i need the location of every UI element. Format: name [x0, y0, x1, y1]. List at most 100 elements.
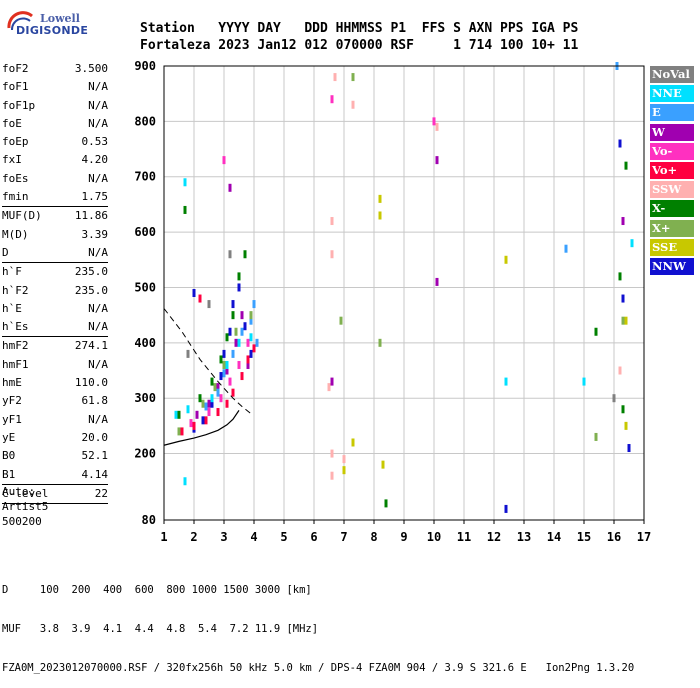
param-name: fxI: [2, 153, 22, 167]
y-tick-label: 300: [134, 391, 156, 405]
echo-point: [204, 402, 208, 411]
echo-point: [333, 73, 337, 82]
x-tick-label: 11: [457, 530, 471, 544]
echo-point: [243, 250, 247, 259]
echo-point: [435, 277, 439, 286]
legend-item: E: [650, 104, 694, 122]
param-value: 4.14: [81, 467, 109, 481]
param-row: foF2 3.500: [2, 60, 108, 78]
y-tick-label: 400: [134, 336, 156, 350]
x-tick-label: 12: [487, 530, 501, 544]
echo-point: [624, 421, 628, 430]
param-row: hmE 110.0: [2, 374, 108, 392]
y-tick-label: 900: [134, 59, 156, 73]
echo-point: [339, 316, 343, 325]
echo-point: [204, 416, 208, 425]
logo-product: DIGISONDE: [16, 24, 89, 37]
echo-point: [330, 449, 334, 458]
param-value: N/A: [88, 320, 108, 334]
param-name: foF1: [2, 80, 29, 94]
echo-point: [237, 338, 241, 347]
echo-point: [183, 205, 187, 214]
echo-point: [504, 504, 508, 513]
autoscaling-info: Auto: Artist5 500200: [2, 484, 48, 529]
echo-point: [225, 366, 229, 375]
echo-point: [180, 427, 184, 436]
echo-point: [207, 399, 211, 408]
legend-item: W: [650, 123, 694, 141]
echo-point: [240, 327, 244, 336]
echo-point: [249, 316, 253, 325]
param-value: N/A: [88, 357, 108, 371]
station-header: Station YYYY DAY DDD HHMMSS P1 FFS S AXN…: [140, 20, 578, 54]
legend-item: X-: [650, 200, 694, 218]
param-name: hmF2: [2, 339, 29, 353]
x-tick-label: 15: [577, 530, 591, 544]
chart-curves: [163, 308, 252, 446]
x-tick-label: 8: [370, 530, 377, 544]
echo-point: [219, 355, 223, 364]
param-row: hmF1 N/A: [2, 356, 108, 374]
ionogram-chart: 1 2 3 4 5 6 7 8 9 10 11 12 13 14 15 16 17 80200300400500…: [134, 59, 651, 544]
echo-point: [216, 408, 220, 417]
echo-point: [249, 311, 253, 320]
echo-point: [240, 311, 244, 320]
echo-point: [177, 410, 181, 419]
param-value: 110.0: [74, 376, 108, 390]
echo-point: [222, 156, 226, 165]
echo-point: [231, 311, 235, 320]
legend-item: NoVal: [650, 66, 694, 83]
echo-point: [618, 139, 622, 148]
legend-item: SSE: [650, 238, 694, 256]
echo-point: [234, 338, 238, 347]
echo-point: [351, 73, 355, 82]
x-tick-label: 3: [220, 530, 227, 544]
x-tick-label: 7: [340, 530, 347, 544]
profile-curve: [163, 410, 240, 446]
param-row: B1 4.14: [2, 466, 108, 485]
echo-point: [189, 419, 193, 428]
echo-point: [246, 338, 250, 347]
echo-point: [330, 250, 334, 259]
legend-item: NNW: [650, 257, 694, 275]
footer-file: FZA0M_2023012070000.RSF / 320fx256h 50 k…: [2, 662, 635, 674]
param-name: h`F2: [2, 283, 29, 297]
param-value: 0.53: [81, 135, 109, 149]
param-value: N/A: [88, 98, 108, 112]
echo-point: [192, 289, 196, 297]
echo-point: [504, 377, 508, 386]
param-name: fmin: [2, 190, 29, 204]
echo-point: [384, 499, 388, 508]
echo-point: [198, 394, 202, 403]
param-name: h`E: [2, 301, 22, 315]
echo-point: [627, 444, 631, 453]
echo-point: [210, 377, 214, 386]
echo-point: [222, 349, 226, 358]
logo-arc-icon: [7, 11, 33, 31]
echo-point: [330, 377, 334, 386]
echo-point: [249, 349, 253, 358]
param-name: foF2: [2, 62, 29, 75]
param-name: h`Es: [2, 320, 29, 334]
param-value: N/A: [88, 412, 108, 426]
param-name: D: [2, 245, 9, 259]
param-name: yF1: [2, 412, 22, 426]
param-value: 4.20: [81, 153, 109, 167]
echo-point: [201, 399, 205, 408]
echo-point: [210, 394, 214, 403]
y-tick-label: 80: [142, 513, 156, 527]
param-row: foEp 0.53: [2, 133, 108, 151]
echo-point: [237, 272, 241, 281]
echo-point: [381, 460, 385, 469]
param-row: h`F 235.0: [2, 263, 108, 281]
param-row: fmin 1.75: [2, 188, 108, 208]
scaled-parameters: foF2 3.500 foF1 N/A foF1p N/A foE N/A foEp 0.53 fx…: [2, 60, 109, 505]
polarization-legend: NoVal NNE E W Vo- Vo+ SSW X- X+ SSE NNW: [650, 66, 694, 277]
chart-marks: [174, 62, 634, 513]
echo-point: [225, 360, 229, 369]
echo-point: [177, 427, 181, 436]
echo-point: [504, 255, 508, 264]
echo-point: [618, 272, 622, 281]
echo-point: [330, 471, 334, 480]
x-tick-label: 9: [400, 530, 407, 544]
